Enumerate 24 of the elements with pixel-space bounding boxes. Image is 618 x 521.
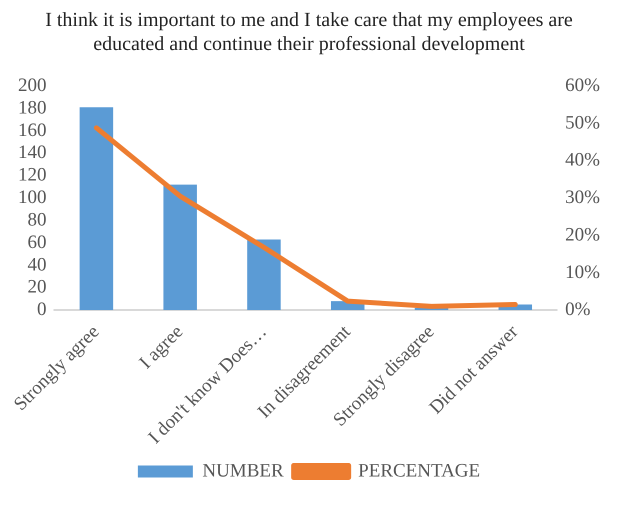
y-tick-label: 20: [28, 276, 46, 298]
bar: [163, 184, 197, 310]
y-tick-label: 160: [18, 120, 46, 141]
y-tick-label: 60: [28, 232, 46, 253]
y2-tick-label: 20%: [565, 224, 600, 246]
y2-tick-label: 10%: [565, 262, 600, 283]
y-tick-label: 100: [18, 187, 46, 208]
y-tick-label: 140: [18, 142, 46, 164]
y2-tick-label: 50%: [565, 112, 600, 134]
y-tick-label: 0: [37, 299, 46, 320]
y2-tick-label: 60%: [565, 74, 600, 96]
y-tick-label: 200: [18, 74, 46, 96]
y2-tick-label: 40%: [565, 150, 600, 171]
bar: [247, 240, 281, 310]
y-tick-label: 40: [28, 254, 46, 276]
chart-title: I think it is important to me and I take care that my employees are educated and continue their professional development: [44, 8, 574, 56]
y-tick-label: 80: [28, 209, 46, 230]
legend-label: PERCENTAGE: [358, 460, 480, 482]
y2-tick-label: 0%: [565, 299, 591, 320]
y-tick-label: 180: [18, 97, 46, 118]
y-tick-label: 120: [18, 164, 46, 186]
y2-tick-label: 30%: [565, 187, 600, 208]
bar: [80, 107, 114, 310]
legend-label: NUMBER: [202, 460, 284, 482]
